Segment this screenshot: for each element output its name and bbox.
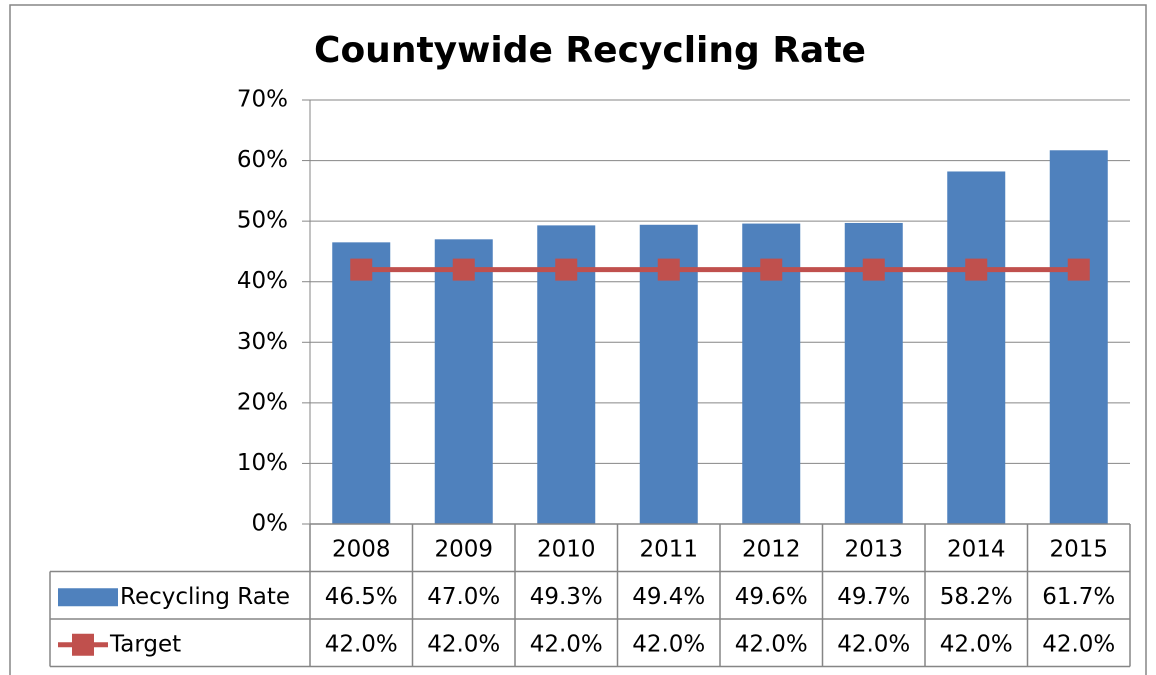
- marker: [965, 258, 988, 281]
- x-tick-label: 2009: [434, 536, 493, 562]
- y-tick-label: 20%: [237, 389, 288, 415]
- x-tick-label: 2010: [537, 536, 596, 562]
- legend-key: [72, 633, 94, 656]
- x-tick-label: 2012: [742, 536, 801, 562]
- data-label: 49.3%: [530, 584, 603, 610]
- y-tick-label: 0%: [252, 511, 289, 537]
- chart-title: Countywide Recycling Rate: [314, 30, 866, 71]
- data-label: 42.0%: [427, 631, 500, 657]
- legend-key: [58, 588, 118, 607]
- marker: [862, 258, 885, 281]
- marker: [657, 258, 680, 281]
- data-label: 42.0%: [1042, 631, 1115, 657]
- y-tick-label: 10%: [237, 450, 288, 476]
- legend-label: Target: [109, 631, 181, 657]
- data-label: 61.7%: [1042, 584, 1115, 610]
- bar: [1049, 150, 1108, 524]
- bar: [434, 239, 493, 525]
- x-tick-label: 2008: [332, 536, 391, 562]
- y-tick-label: 30%: [237, 329, 288, 355]
- y-tick-label: 70%: [237, 87, 288, 113]
- data-label: 42.0%: [530, 631, 603, 657]
- data-label: 42.0%: [735, 631, 808, 657]
- x-tick-label: 2014: [947, 536, 1006, 562]
- x-tick-label: 2015: [1049, 536, 1108, 562]
- legend-label: Recycling Rate: [120, 584, 290, 610]
- data-label: 42.0%: [632, 631, 705, 657]
- x-tick-label: 2013: [844, 536, 903, 562]
- marker: [555, 258, 578, 281]
- data-label: 49.4%: [632, 584, 705, 610]
- data-label: 49.6%: [735, 584, 808, 610]
- data-label: 58.2%: [940, 584, 1013, 610]
- y-tick-label: 60%: [237, 147, 288, 173]
- bar: [947, 171, 1006, 524]
- data-label: 46.5%: [325, 584, 398, 610]
- bar: [332, 242, 391, 525]
- marker: [1067, 258, 1090, 281]
- y-tick-label: 40%: [237, 268, 288, 294]
- marker: [760, 258, 783, 281]
- data-label: 42.0%: [325, 631, 398, 657]
- x-tick-label: 2011: [639, 536, 698, 562]
- y-tick-label: 50%: [237, 208, 288, 234]
- marker: [350, 258, 373, 281]
- chart-border: [9, 4, 1147, 675]
- marker: [452, 258, 475, 281]
- data-label: 42.0%: [837, 631, 910, 657]
- data-label: 42.0%: [940, 631, 1013, 657]
- data-label: 49.7%: [837, 584, 910, 610]
- data-label: 47.0%: [427, 584, 500, 610]
